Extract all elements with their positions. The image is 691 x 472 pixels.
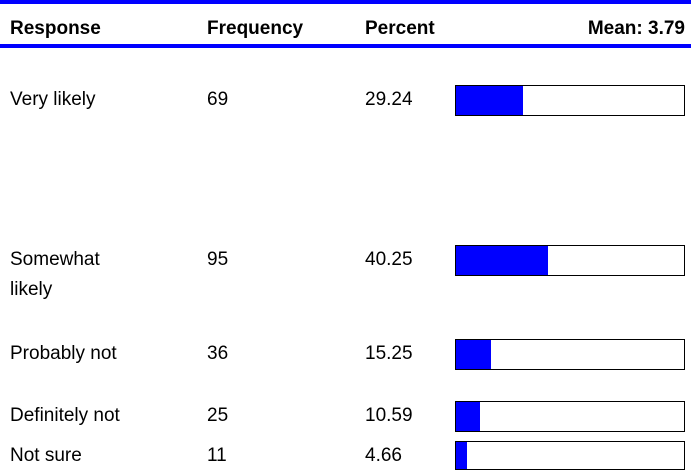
frequency: 95: [207, 249, 229, 270]
percent: 4.66: [365, 445, 402, 466]
bar-box: [455, 245, 685, 276]
header-response: Response: [10, 18, 101, 39]
bar: [456, 86, 523, 115]
frequency: 25: [207, 405, 229, 426]
frequency: 69: [207, 89, 229, 110]
bar: [456, 402, 481, 431]
bar: [456, 442, 467, 469]
bar-box: [455, 339, 685, 370]
bar-box: [455, 441, 685, 470]
percent: 29.24: [365, 89, 413, 110]
response-label: Probably not: [10, 343, 117, 364]
bar: [456, 340, 491, 369]
header-mean: Mean: 3.79: [587, 18, 685, 39]
frequency: 36: [207, 343, 229, 364]
percent: 10.59: [365, 405, 413, 426]
top-rule: [0, 0, 691, 4]
percent: 40.25: [365, 249, 413, 270]
header-rule: [0, 44, 691, 48]
bar: [456, 246, 548, 275]
header-frequency: Frequency: [207, 18, 304, 39]
bar-box: [455, 401, 685, 432]
response-label: Definitely not: [10, 405, 120, 426]
frequency: 11: [207, 445, 227, 466]
header-percent: Percent: [365, 18, 435, 39]
percent: 15.25: [365, 343, 413, 364]
response-label: Somewhat likely: [10, 249, 100, 300]
response-label: Not sure: [10, 445, 82, 466]
response-label: Very likely: [10, 89, 96, 110]
bar-box: [455, 85, 685, 116]
